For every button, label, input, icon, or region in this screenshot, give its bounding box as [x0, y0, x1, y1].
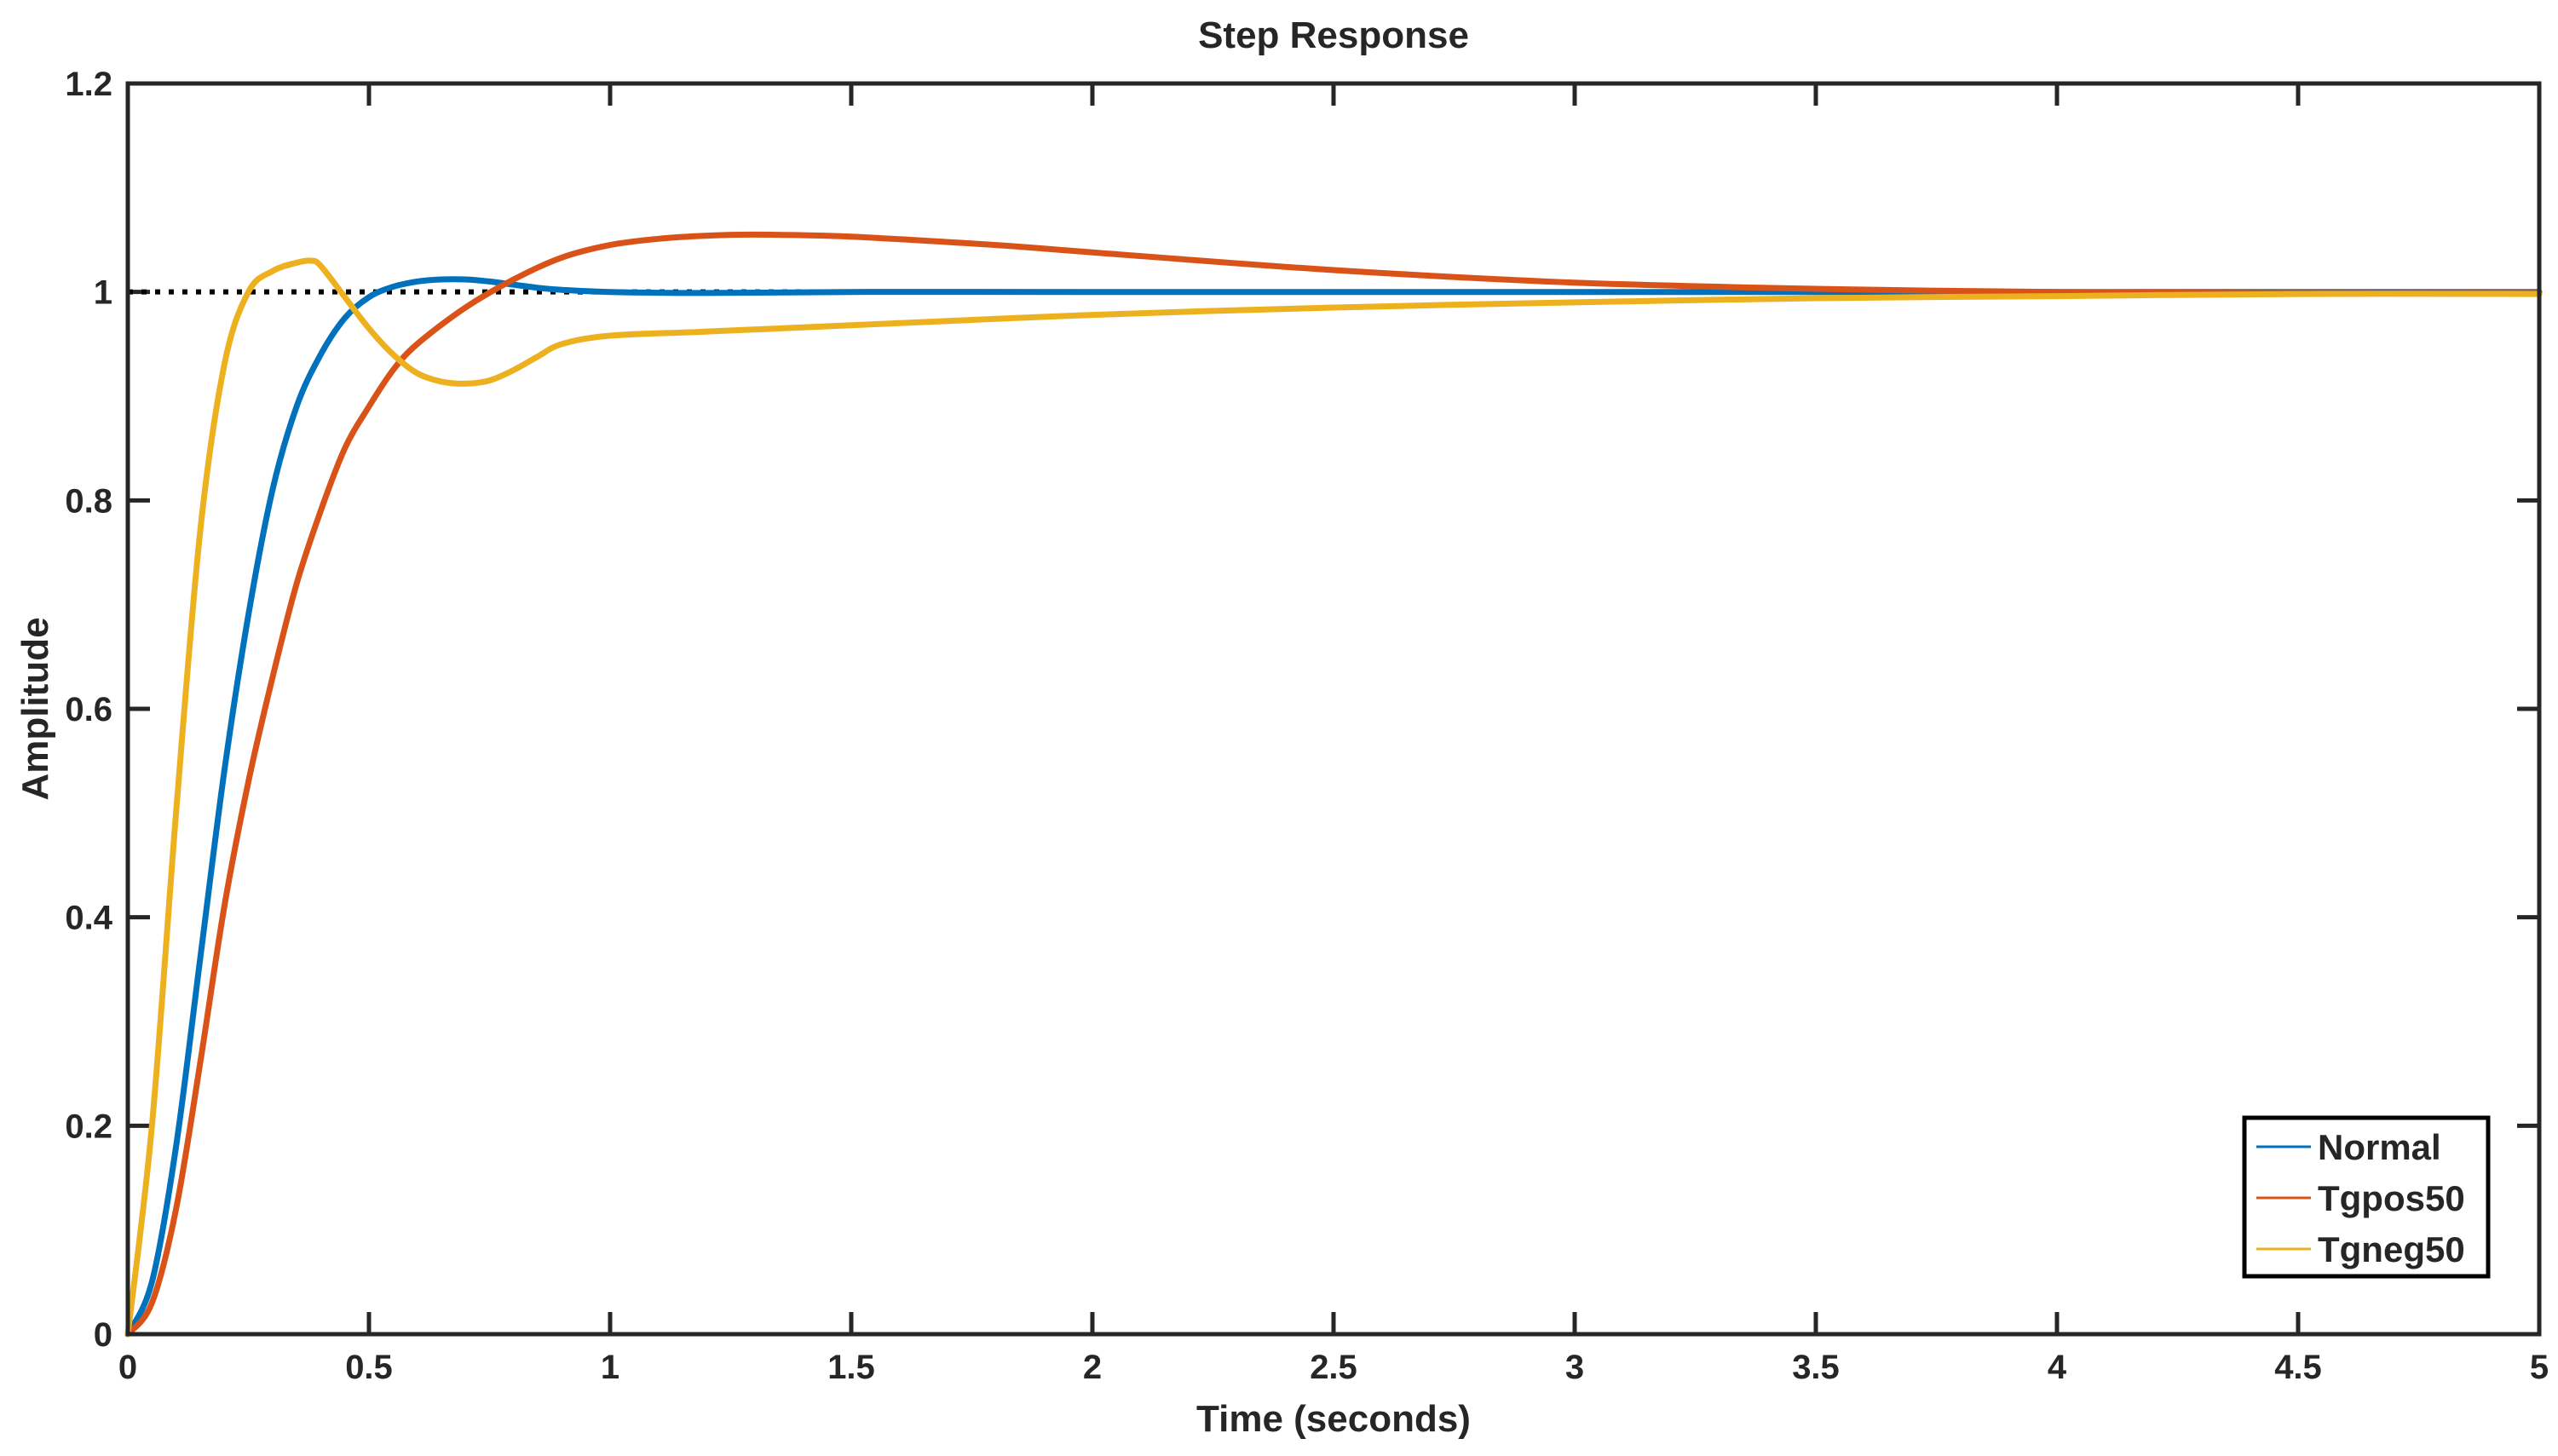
- x-tick-label: 4: [2048, 1349, 2067, 1386]
- y-tick-label: 0: [94, 1316, 112, 1354]
- x-tick-label: 1: [601, 1349, 619, 1386]
- y-tick-label: 0.4: [65, 900, 112, 937]
- tick-labels: 0 0.5 1 1.5 2 2.5 3 3.5 4 4.5 5 0 0.2 0.4 0.6 0.8 1 1.2: [65, 66, 2549, 1386]
- x-tick-label: 3: [1565, 1349, 1584, 1386]
- legend-label-normal: Normal: [2318, 1127, 2441, 1167]
- y-tick-label: 0.8: [65, 482, 112, 520]
- legend-items: Normal Tgpos50 Tgneg50: [2256, 1127, 2465, 1269]
- chart-title: Step Response: [1198, 14, 1469, 56]
- x-axis-label: Time (seconds): [1196, 1398, 1471, 1440]
- x-tick-label: 5: [2530, 1349, 2549, 1386]
- y-tick-label: 0.6: [65, 691, 112, 728]
- series-line-tgneg50: [124, 257, 2543, 1338]
- y-tick-label: 1: [94, 274, 112, 312]
- legend-label-tgneg50: Tgneg50: [2318, 1229, 2465, 1269]
- x-tick-label: 0: [118, 1349, 137, 1386]
- series-lines: [124, 231, 2543, 1338]
- series-line-tgpos50: [124, 231, 2543, 1338]
- series-line-normal: [124, 276, 2543, 1338]
- x-tick-label: 4.5: [2274, 1349, 2322, 1386]
- x-tick-label: 1.5: [827, 1349, 875, 1386]
- y-axis-label: Amplitude: [14, 617, 56, 800]
- legend[interactable]: Normal Tgpos50 Tgneg50: [2242, 1115, 2491, 1279]
- x-tick-label: 2.5: [1310, 1349, 1357, 1386]
- x-tick-label: 3.5: [1792, 1349, 1840, 1386]
- axes-box: [125, 81, 2542, 1337]
- y-tick-label: 1.2: [65, 66, 112, 103]
- x-tick-label: 2: [1083, 1349, 1102, 1386]
- legend-label-tgpos50: Tgpos50: [2318, 1178, 2465, 1218]
- x-tick-label: 0.5: [345, 1349, 393, 1386]
- y-tick-label: 0.2: [65, 1108, 112, 1145]
